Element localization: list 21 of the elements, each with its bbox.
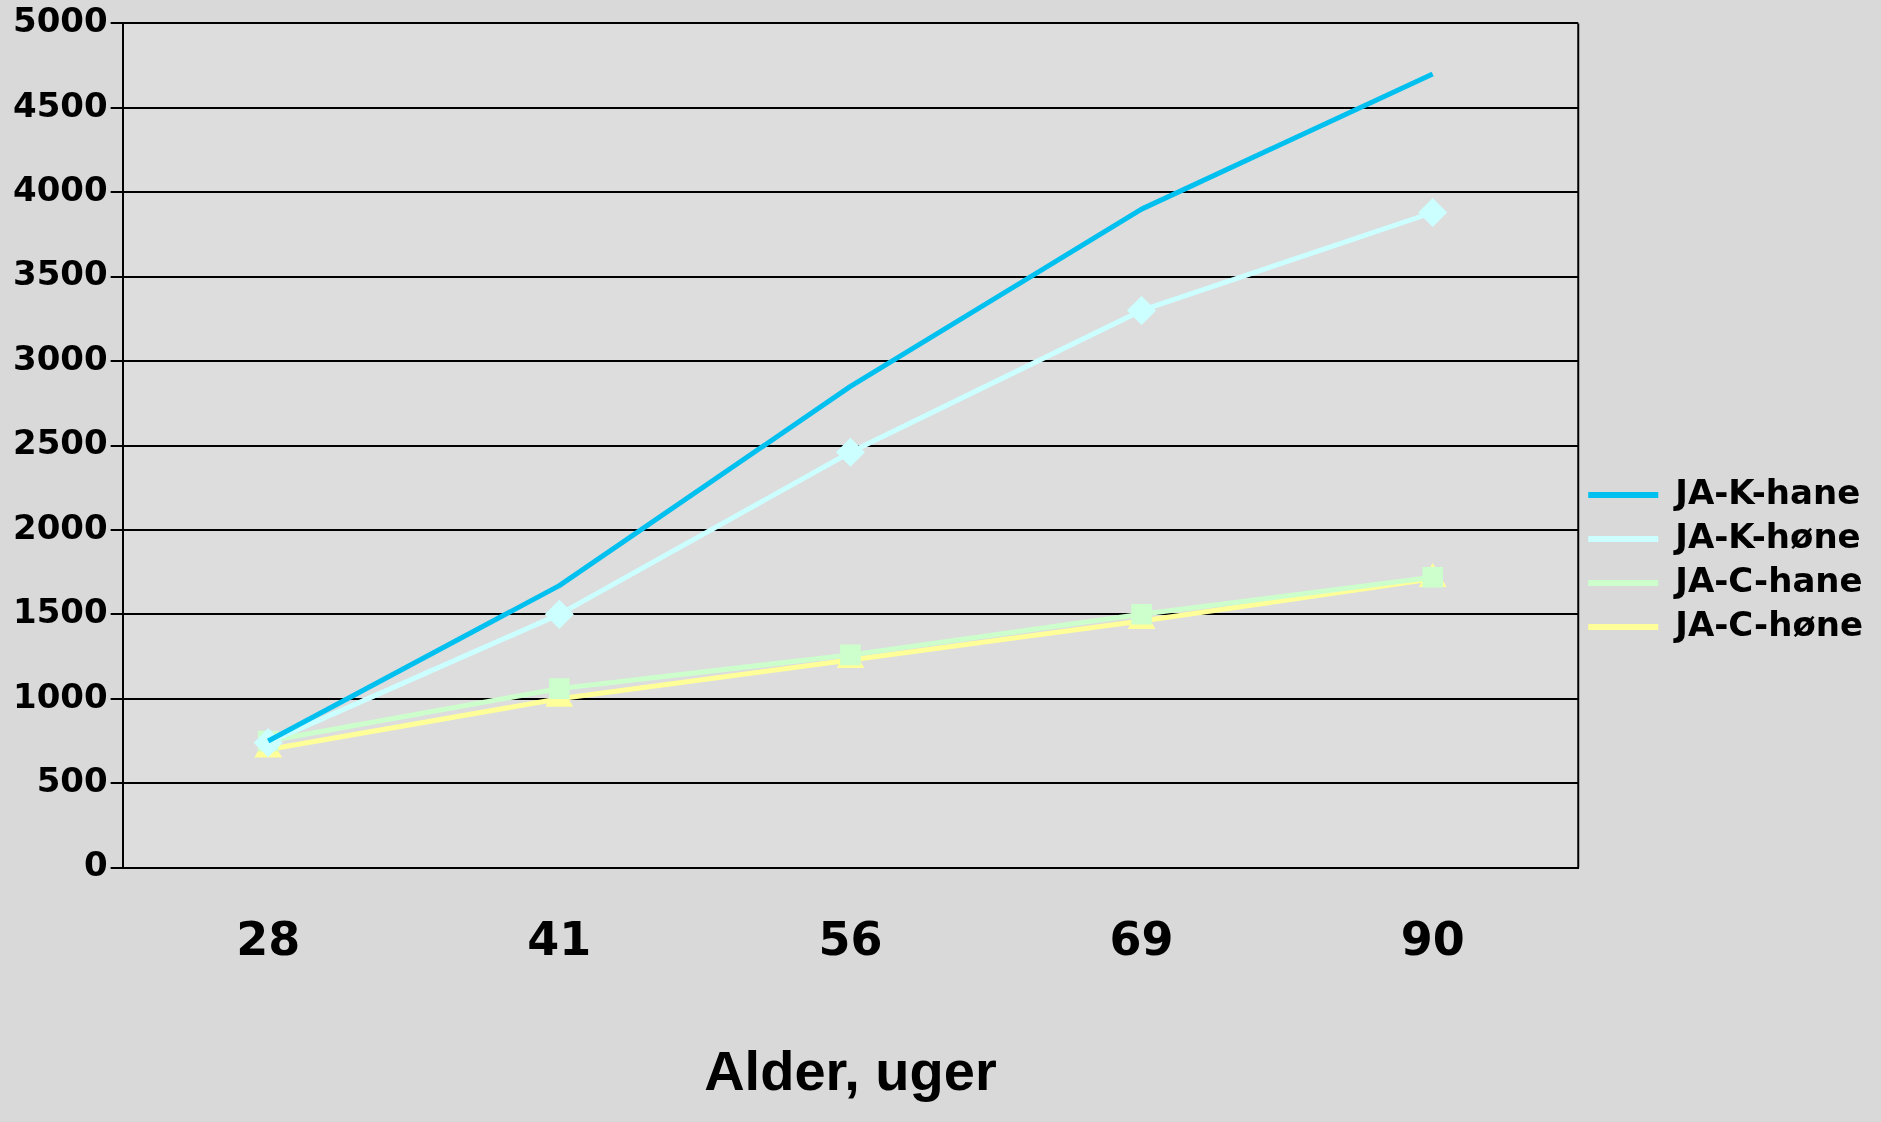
y-tick-label: 1500 xyxy=(12,591,108,632)
x-axis-title: Alder, uger xyxy=(704,1038,997,1102)
x-tick-label: 56 xyxy=(818,912,883,967)
legend-label: JA-K-høne xyxy=(1673,515,1861,556)
y-tick-label: 2500 xyxy=(12,422,108,463)
legend-label: JA-C-hane xyxy=(1673,559,1863,600)
y-tick-label: 5000 xyxy=(12,0,108,41)
y-tick-label: 2000 xyxy=(12,506,108,547)
y-tick-label: 4000 xyxy=(12,169,108,210)
y-tick-label: 0 xyxy=(83,844,108,885)
x-tick-label: 28 xyxy=(236,912,301,967)
x-tick-label: 90 xyxy=(1400,912,1465,967)
legend-label: JA-K-hane xyxy=(1673,471,1861,512)
y-tick-label: 3500 xyxy=(12,253,108,294)
y-tick-label: 4500 xyxy=(12,84,108,125)
legend-label: JA-C-høne xyxy=(1673,603,1863,644)
y-tick-label: 3000 xyxy=(12,337,108,378)
y-tick-label: 1000 xyxy=(12,675,108,716)
y-tick-label: 500 xyxy=(36,760,108,801)
x-tick-label: 41 xyxy=(527,912,592,967)
x-tick-label: 69 xyxy=(1109,912,1174,967)
